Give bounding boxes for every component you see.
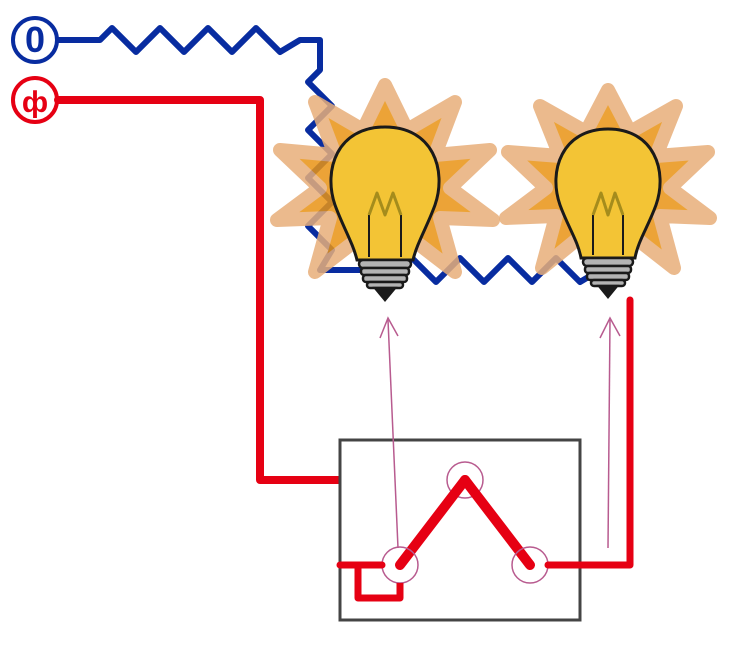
bulb-left-icon	[331, 127, 439, 300]
phase-terminal: ф	[13, 78, 57, 122]
wiring-diagram: 0 ф	[0, 0, 750, 659]
indicator-arrow-right	[600, 318, 620, 548]
neutral-terminal: 0	[13, 18, 57, 62]
phase-label: ф	[22, 86, 48, 119]
neutral-label: 0	[25, 19, 45, 60]
double-switch	[340, 440, 580, 620]
